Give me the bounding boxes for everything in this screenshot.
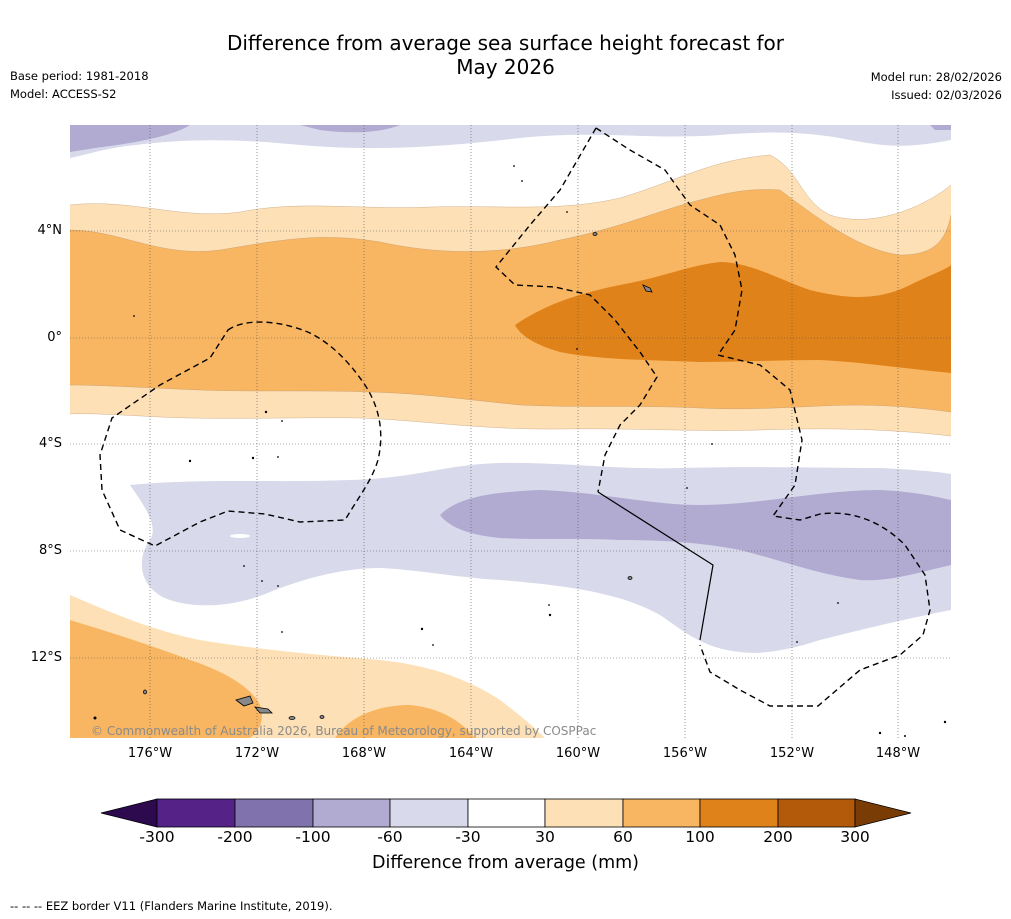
eez-footnote: -- -- -- EEZ border V11 (Flanders Marine… [10, 899, 333, 913]
islands [143, 232, 653, 720]
lat-label: 12°S [30, 650, 62, 665]
eez-border [99, 127, 931, 707]
contour-60-southwest [70, 620, 262, 738]
colorbar-bin-7 [622, 798, 701, 828]
model-run: Model run: 28/02/2026 [870, 70, 1002, 84]
colorbar-bin-6 [544, 798, 624, 828]
issued-date: Issued: 02/03/2026 [891, 88, 1002, 102]
colorbar-bin-5 [467, 798, 546, 828]
lat-label: 4°S [38, 436, 62, 451]
lon-label: 168°W [341, 746, 387, 761]
colorbar-tick: -200 [217, 828, 253, 846]
colorbar-tick: 60 [613, 828, 633, 846]
base-period: Base period: 1981-2018 [10, 69, 149, 83]
lon-label: 156°W [662, 746, 708, 761]
colorbar-bin-9 [777, 798, 856, 828]
lon-label: 160°W [555, 746, 601, 761]
lat-label: 4°N [37, 223, 63, 238]
colorbar-extend-low [100, 798, 158, 828]
lon-label: 172°W [234, 746, 280, 761]
contour-minus-100-north [70, 125, 190, 152]
colorbar-tick: -60 [377, 828, 403, 846]
contour-minus-60-south [440, 490, 951, 581]
lon-label: 164°W [448, 746, 494, 761]
colorbar-bin-4 [389, 798, 469, 828]
colorbar-tick: -100 [295, 828, 331, 846]
contour-minus-60-north [70, 125, 951, 158]
metadata-left: Base period: 1981-2018 Model: ACCESS-S2 [10, 67, 149, 103]
colorbar-bin-3 [312, 798, 391, 828]
lon-label: 176°W [127, 746, 173, 761]
colorbar-tick: 200 [763, 828, 793, 846]
lon-label: 148°W [875, 746, 921, 761]
graticule [70, 125, 951, 738]
colorbar-bin-8 [699, 798, 779, 828]
colorbar-extend-high [854, 798, 912, 828]
eez-border-solid [597, 491, 714, 641]
lat-label: 0° [47, 330, 62, 345]
map-title: Difference from average sea surface heig… [0, 31, 1011, 79]
lon-label: 152°W [769, 746, 815, 761]
contour-60-south [335, 705, 475, 738]
colorbar-tick: -30 [455, 828, 481, 846]
contour-100-equatorial [515, 262, 951, 373]
colorbar [100, 798, 912, 828]
lat-label: 8°S [38, 543, 62, 558]
metadata-right: Model run: 28/02/2026 Issued: 02/03/2026 [871, 68, 1002, 104]
map-title-line2: May 2026 [456, 55, 555, 79]
colorbar-title: Difference from average (mm) [371, 853, 640, 873]
colorbar-tick: 100 [685, 828, 715, 846]
colorbar-bin-1 [156, 798, 236, 828]
colorbar-tick: -300 [139, 828, 175, 846]
map-title-line1: Difference from average sea surface heig… [226, 31, 785, 55]
contour-minus-100-north-b [300, 125, 400, 133]
colorbar-tick: 30 [535, 828, 555, 846]
colorbar-bin-2 [234, 798, 314, 828]
model-name: Model: ACCESS-S2 [10, 87, 117, 101]
copyright-notice: © Commonwealth of Australia 2026, Bureau… [91, 724, 597, 738]
colorbar-tick: 300 [840, 828, 870, 846]
atolls [93, 165, 947, 737]
